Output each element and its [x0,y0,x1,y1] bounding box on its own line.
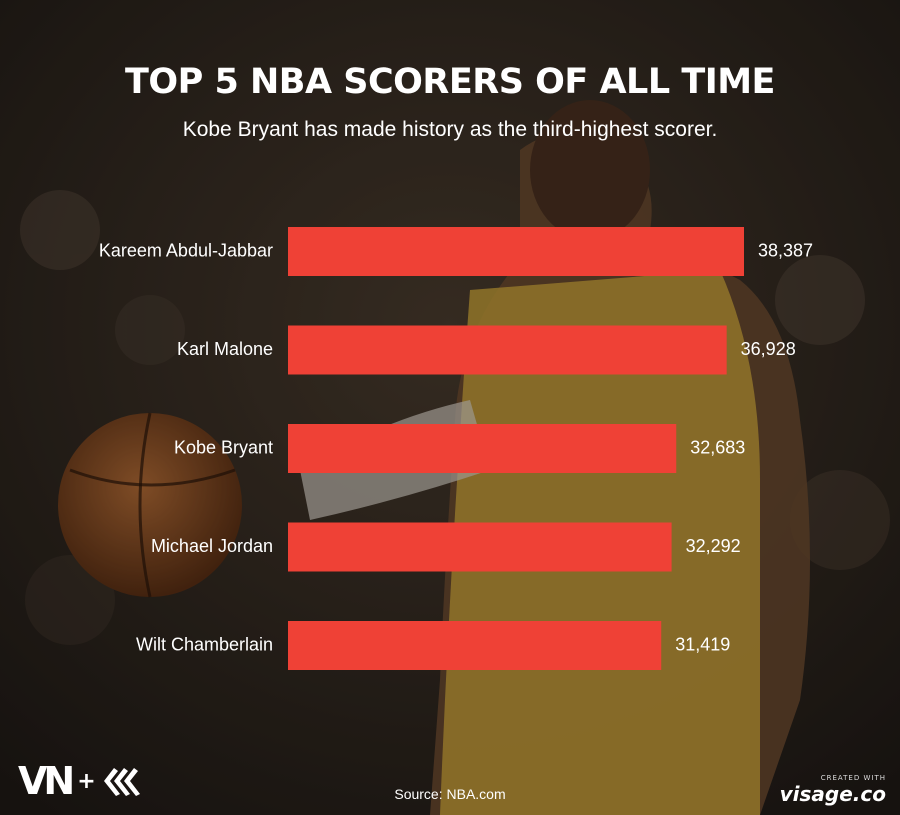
category-label: Karl Malone [177,339,273,359]
bar [288,227,744,276]
bar [288,325,727,375]
vn-logo: VN + [18,762,148,800]
bar [288,424,677,473]
source-note: Source: NBA.com [394,786,506,802]
category-label: Kobe Bryant [174,437,273,457]
category-label: Michael Jordan [151,536,273,556]
category-label: Kareem Abdul-Jabbar [99,240,273,260]
credit-brand-text: visage.co [779,782,886,806]
bar [288,522,672,572]
credit-small-text: CREATED WITH [820,774,886,782]
chart-title: TOP 5 NBA SCORERS OF ALL TIME [125,62,775,102]
partner-logo-icon [103,768,140,796]
value-label: 32,683 [690,437,745,457]
category-label: Wilt Chamberlain [136,634,273,654]
value-label: 32,292 [686,536,741,556]
value-label: 31,419 [675,634,730,654]
logo-text: VN [18,759,75,803]
chart-subtitle: Kobe Bryant has made history as the thir… [182,118,718,141]
logo-plus: + [77,768,96,794]
visage-credit: CREATED WITH visage.co [779,774,886,806]
bar [288,621,662,670]
value-label: 38,387 [758,240,813,260]
value-label: 36,928 [741,339,796,359]
